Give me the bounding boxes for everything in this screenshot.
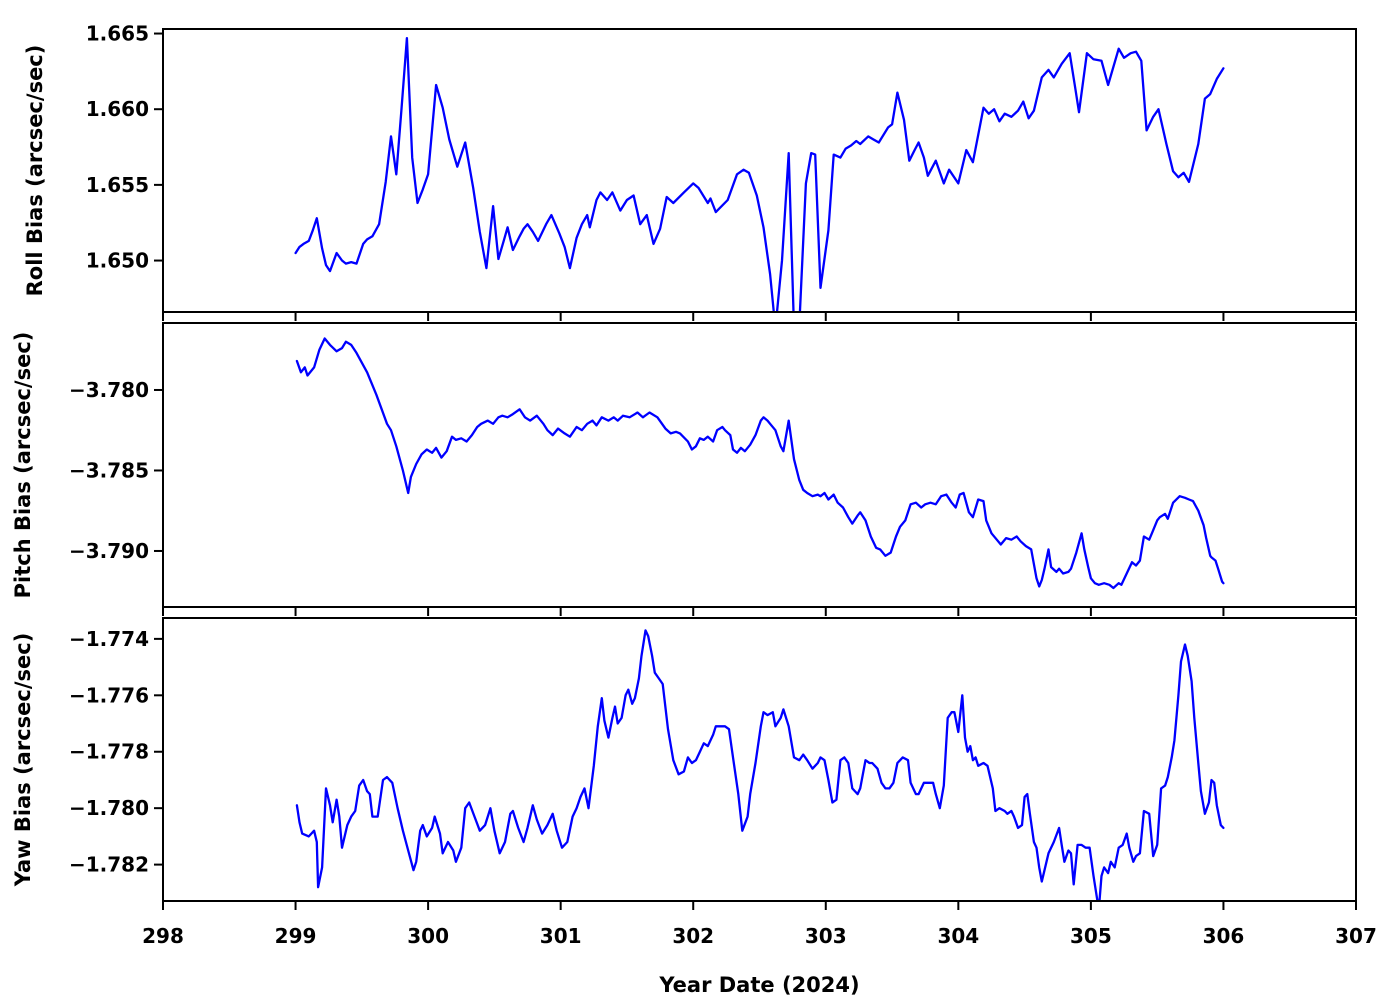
yaw-bias-axes-box xyxy=(162,617,1357,902)
roll-bias-line xyxy=(294,36,1225,312)
pitch-bias-line xyxy=(295,337,1225,590)
xtick-label: 304 xyxy=(937,924,979,948)
yaw-bias-ytick-label: −1.774 xyxy=(69,627,149,651)
roll-bias-ytick-label: 1.655 xyxy=(86,173,149,197)
xtick-label: 305 xyxy=(1070,924,1112,948)
yaw-bias-panel: −1.774 −1.776 −1.778 −1.780 −1.782 Yaw Bias (… xyxy=(11,617,1357,910)
roll-bias-ytick-label: 1.660 xyxy=(86,97,149,121)
xtick-label: 303 xyxy=(805,924,847,948)
roll-bias-ytick-label: 1.665 xyxy=(86,22,149,46)
xtick-label: 300 xyxy=(407,924,449,948)
x-axis: 298 299 300 301 302 303 304 305 306 307 Year Date … xyxy=(142,924,1377,997)
xtick-label: 299 xyxy=(275,924,317,948)
roll-bias-panel: 1.650 1.655 1.660 1.665 Roll Bias (arcsec/se… xyxy=(23,22,1357,321)
yaw-bias-ytick-label: −1.780 xyxy=(69,796,149,820)
yaw-bias-ytick-label: −1.782 xyxy=(69,853,149,877)
xtick-label: 301 xyxy=(540,924,582,948)
roll-bias-ytick-label: 1.650 xyxy=(86,249,149,273)
xtick-label: 306 xyxy=(1203,924,1245,948)
xtick-label: 298 xyxy=(142,924,184,948)
pitch-bias-axis-label: Pitch Bias (arcsec/sec) xyxy=(11,332,35,599)
pitch-bias-axes-box xyxy=(162,322,1357,608)
pitch-bias-ytick-label: −3.790 xyxy=(69,539,149,563)
x-axis-label: Year Date (2024) xyxy=(658,973,859,997)
yaw-bias-axis-label: Yaw Bias (arcsec/sec) xyxy=(11,633,35,888)
pitch-bias-ytick-label: −3.780 xyxy=(69,378,149,402)
roll-bias-axis-label: Roll Bias (arcsec/sec) xyxy=(23,45,47,297)
roll-bias-axes-box xyxy=(162,28,1357,313)
xtick-label: 302 xyxy=(672,924,714,948)
pitch-bias-ytick-label: −3.785 xyxy=(69,458,149,482)
yaw-bias-ytick-label: −1.778 xyxy=(69,740,149,764)
pitch-bias-panel: −3.780 −3.785 −3.790 Pitch Bias (arcsec/sec… xyxy=(11,322,1357,616)
xtick-label: 307 xyxy=(1335,924,1377,948)
yaw-bias-ytick-label: −1.776 xyxy=(69,683,149,707)
yaw-bias-line xyxy=(295,629,1225,901)
